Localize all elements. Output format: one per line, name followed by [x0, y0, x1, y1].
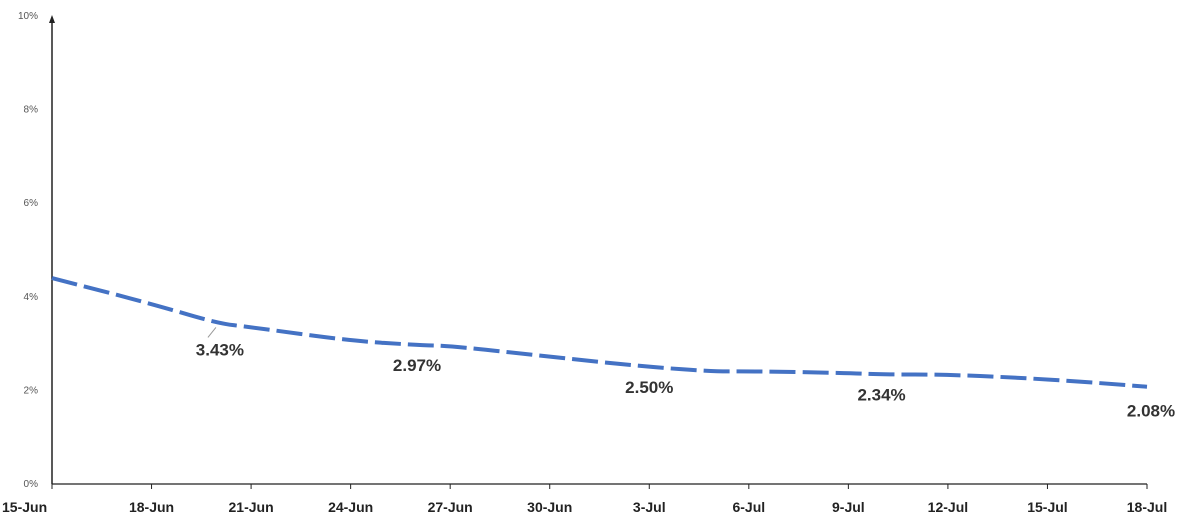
x-tick-label: 27-Jun [428, 499, 473, 515]
data-label: 2.97% [393, 356, 441, 375]
x-tick-label: 24-Jun [328, 499, 373, 515]
x-tick-label: 3-Jul [633, 499, 666, 515]
x-axis: 15-Jun 18-Jun 21-Jun 24-Jun 27-Jun 30-Jun 3-Ju… [2, 483, 1167, 515]
series [51, 276, 1148, 389]
x-tick-label: 21-Jun [229, 499, 274, 515]
y-tick-label: 4% [24, 292, 39, 303]
y-tick-label: 6% [24, 198, 39, 209]
y-axis: 0% 2% 4% 6% 8% 10% [18, 11, 55, 490]
x-tick-label: 15-Jun [2, 499, 47, 515]
y-tick-label: 8% [24, 105, 39, 116]
series-line [51, 276, 1148, 389]
data-label: 2.08% [1127, 402, 1175, 421]
x-tick-label: 15-Jul [1027, 499, 1067, 515]
y-tick-label: 10% [18, 11, 38, 22]
x-tick-label: 6-Jul [732, 499, 765, 515]
y-tick-label: 2% [24, 385, 39, 396]
x-tick-label: 18-Jul [1127, 499, 1167, 515]
x-tick-label: 30-Jun [527, 499, 572, 515]
x-tick-label: 12-Jul [928, 499, 968, 515]
data-labels: 3.43% 2.97% 2.50% 2.34% 2.08% [196, 327, 1175, 421]
data-label: 2.34% [857, 385, 905, 404]
data-label: 3.43% [196, 340, 244, 359]
data-label: 2.50% [625, 378, 673, 397]
x-tick-label: 9-Jul [832, 499, 865, 515]
x-tick-label: 18-Jun [129, 499, 174, 515]
data-label-leader [207, 327, 217, 338]
y-axis-arrow [49, 15, 55, 23]
y-tick-label: 0% [24, 479, 39, 490]
